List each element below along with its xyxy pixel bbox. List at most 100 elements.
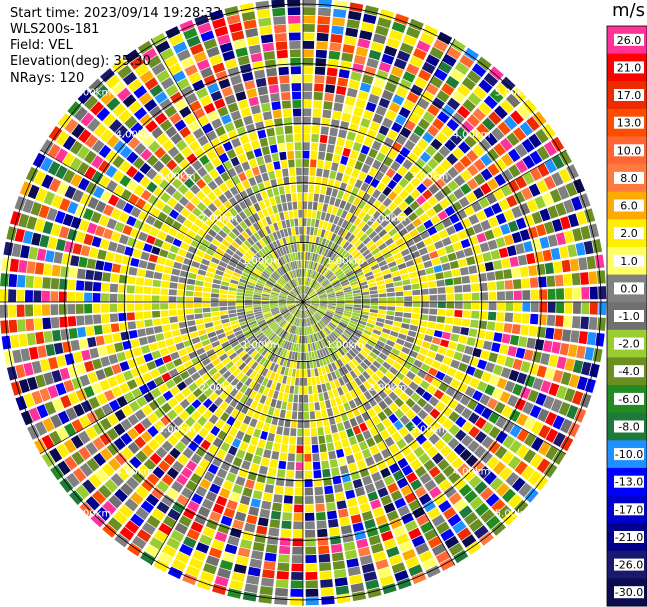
velocity-gate — [311, 303, 319, 306]
velocity-gate — [199, 95, 212, 107]
velocity-gate — [296, 318, 300, 327]
velocity-gate — [0, 320, 10, 334]
velocity-gate — [395, 134, 407, 146]
velocity-gate — [249, 370, 257, 380]
velocity-gate — [492, 226, 503, 238]
velocity-gate — [298, 327, 301, 335]
velocity-gate — [247, 334, 256, 342]
velocity-gate — [523, 214, 535, 227]
velocity-gate — [8, 319, 18, 333]
velocity-gate — [171, 480, 184, 493]
velocity-gate — [143, 458, 157, 471]
velocity-gate — [235, 476, 246, 487]
velocity-gate — [322, 468, 331, 478]
velocity-gate — [310, 270, 315, 279]
velocity-gate — [224, 189, 233, 200]
velocity-gate — [231, 30, 245, 41]
velocity-gate — [530, 289, 539, 300]
velocity-gate — [292, 270, 297, 278]
velocity-gate — [415, 466, 427, 478]
velocity-gate — [284, 284, 291, 291]
velocity-gate — [283, 274, 289, 282]
velocity-gate — [303, 394, 309, 403]
velocity-gate — [290, 307, 297, 313]
velocity-gate — [390, 490, 403, 502]
velocity-gate — [469, 356, 479, 367]
velocity-gate — [296, 453, 303, 462]
velocity-gate — [471, 201, 483, 213]
velocity-gate — [417, 409, 428, 420]
velocity-gate — [303, 133, 311, 142]
velocity-gate — [64, 185, 77, 199]
velocity-gate — [282, 237, 288, 246]
velocity-gate — [480, 219, 491, 231]
colorbar-tick-label: -2.0 — [618, 338, 639, 351]
velocity-gate — [376, 214, 386, 224]
velocity-gate — [343, 446, 353, 456]
velocity-gate — [61, 253, 72, 265]
velocity-gate — [387, 302, 396, 306]
velocity-gate — [542, 249, 553, 262]
velocity-gate — [376, 69, 389, 81]
velocity-gate — [404, 171, 415, 182]
velocity-gate — [475, 502, 489, 517]
velocity-gate — [373, 452, 384, 463]
velocity-gate — [377, 487, 389, 498]
velocity-gate — [299, 369, 303, 378]
velocity-gate — [349, 417, 358, 427]
velocity-gate — [338, 69, 350, 79]
velocity-gate — [127, 542, 142, 557]
velocity-gate — [378, 61, 392, 73]
colorbar-tick-label: -26.0 — [615, 559, 643, 572]
ring-label: 1.00km — [326, 256, 364, 267]
velocity-gate — [99, 432, 112, 446]
velocity-gate — [345, 489, 356, 500]
velocity-gate — [208, 414, 219, 425]
velocity-gate — [329, 214, 336, 223]
velocity-gate — [523, 449, 537, 464]
velocity-gate — [244, 252, 253, 260]
velocity-gate — [332, 281, 340, 287]
velocity-gate — [466, 337, 476, 347]
velocity-gate — [503, 209, 515, 222]
velocity-gate — [37, 345, 47, 358]
velocity-gate — [471, 244, 482, 255]
velocity-gate — [310, 343, 314, 352]
velocity-gate — [264, 314, 273, 319]
velocity-gate — [505, 302, 514, 311]
velocity-gate — [206, 326, 215, 334]
velocity-gate — [144, 278, 153, 287]
velocity-gate — [409, 55, 424, 68]
velocity-gate — [128, 193, 140, 205]
velocity-gate — [343, 104, 354, 114]
velocity-gate — [238, 281, 247, 287]
velocity-gate — [345, 549, 358, 560]
velocity-gate — [209, 511, 222, 523]
velocity-gate — [170, 91, 183, 104]
velocity-gate — [147, 194, 159, 206]
velocity-gate — [472, 347, 482, 358]
velocity-gate — [135, 507, 150, 521]
velocity-gate — [246, 263, 255, 270]
velocity-gate — [330, 33, 343, 44]
velocity-gate — [303, 302, 311, 304]
velocity-gate — [104, 479, 118, 493]
velocity-gate — [308, 243, 312, 252]
velocity-gate — [171, 501, 185, 514]
velocity-gate — [519, 386, 531, 400]
velocity-gate — [260, 248, 268, 257]
velocity-gate — [318, 255, 323, 264]
velocity-gate — [194, 313, 203, 320]
velocity-gate — [304, 310, 306, 319]
velocity-gate — [246, 514, 258, 525]
velocity-gate — [251, 339, 260, 347]
velocity-gate — [137, 40, 153, 55]
velocity-gate — [371, 348, 381, 356]
velocity-gate — [288, 262, 293, 271]
velocity-gate — [334, 198, 342, 208]
velocity-gate — [139, 113, 153, 127]
velocity-gate — [405, 26, 421, 39]
velocity-gate — [258, 200, 266, 210]
velocity-gate — [511, 324, 521, 335]
velocity-gate — [361, 223, 370, 233]
